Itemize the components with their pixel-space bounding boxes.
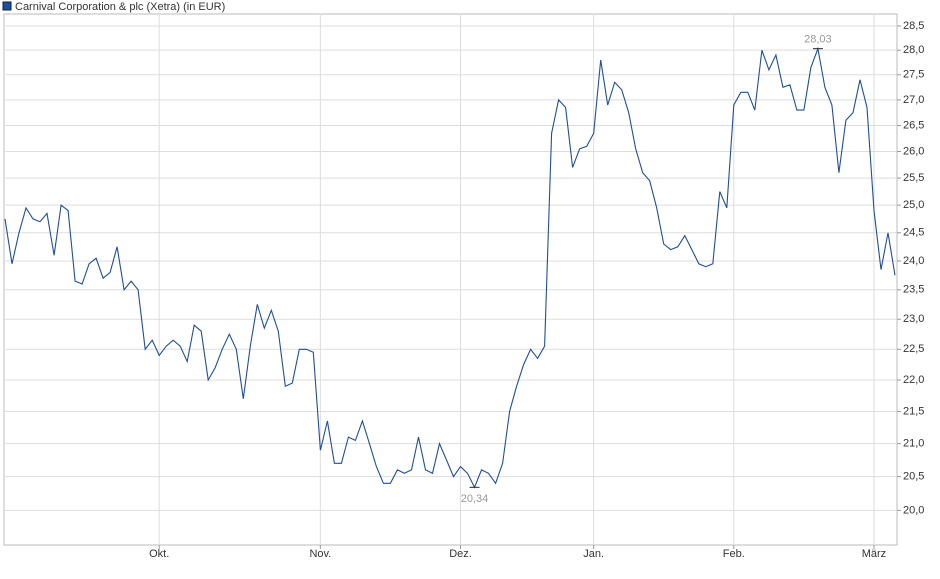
y-tick-label: 23,0	[903, 313, 924, 325]
y-tick-label: 28,5	[903, 20, 924, 32]
y-tick-label: 20,5	[903, 471, 924, 483]
value-label: 20,34	[461, 493, 489, 505]
plot-area	[3, 13, 898, 546]
x-tick-label: Okt.	[149, 548, 169, 560]
legend-label: Carnival Corporation & plc (Xetra) (in E…	[15, 1, 225, 13]
y-tick-label: 26,5	[903, 119, 924, 131]
legend-swatch	[2, 1, 12, 11]
y-tick-label: 25,5	[903, 172, 924, 184]
y-tick-label: 22,0	[903, 374, 924, 386]
x-tick-label: März	[862, 548, 886, 560]
y-tick-label: 26,0	[903, 145, 924, 157]
y-tick-label: 23,5	[903, 284, 924, 296]
value-label: 28,03	[804, 34, 832, 46]
y-tick-label: 21,0	[903, 438, 924, 450]
y-tick-label: 24,0	[903, 255, 924, 267]
y-tick-label: 21,5	[903, 405, 924, 417]
x-tick-label: Jan.	[583, 548, 604, 560]
y-tick-label: 20,0	[903, 504, 924, 516]
y-tick-label: 28,0	[903, 44, 924, 56]
y-tick-label: 27,0	[903, 94, 924, 106]
y-tick-label: 27,5	[903, 69, 924, 81]
x-tick-label: Dez.	[449, 548, 472, 560]
y-tick-label: 24,5	[903, 227, 924, 239]
price-line	[4, 46, 896, 489]
y-tick-label: 22,5	[903, 343, 924, 355]
x-tick-label: Nov.	[309, 548, 331, 560]
x-tick-label: Feb.	[723, 548, 745, 560]
y-tick-label: 25,0	[903, 199, 924, 211]
